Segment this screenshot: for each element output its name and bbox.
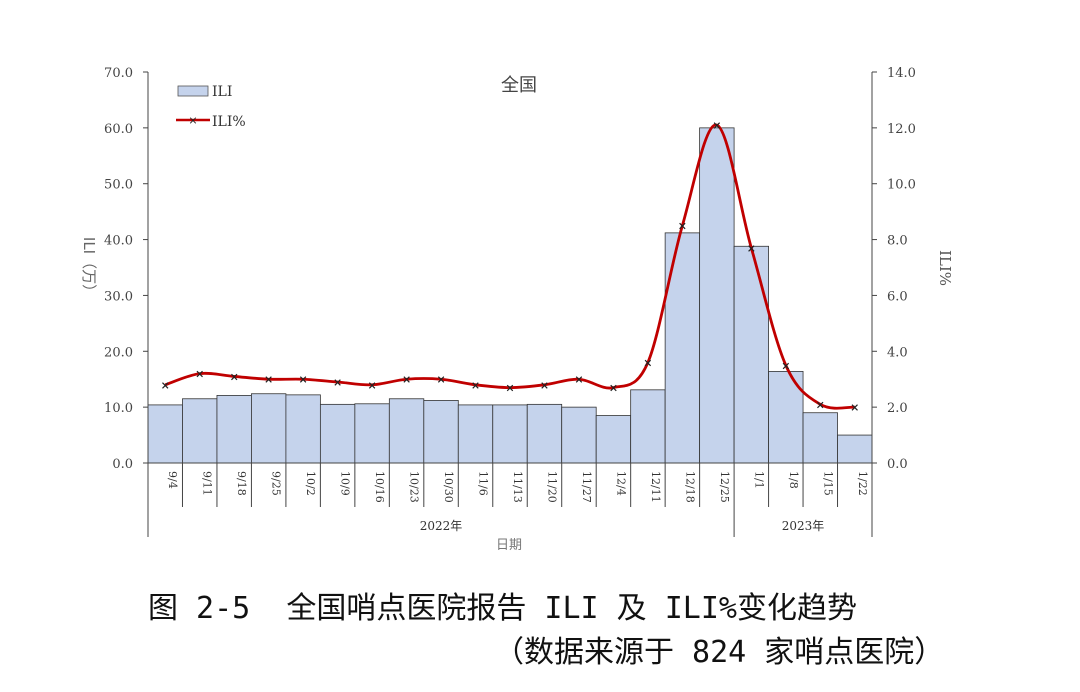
left-tick-label: 40.0: [104, 234, 133, 249]
x-tick-label: 9/4: [166, 471, 179, 489]
left-tick-label: 60.0: [104, 122, 133, 137]
year-label: 2022年: [420, 519, 463, 533]
ili-pct-marker: ×: [505, 382, 514, 395]
right-tick-label: 12.0: [887, 122, 916, 137]
legend-marker-ili-pct: ×: [188, 114, 197, 127]
right-tick-label: 8.0: [887, 234, 908, 249]
bar-ili: [216, 395, 252, 464]
ili-pct-marker: ×: [230, 370, 239, 383]
x-tick-label: 12/25: [718, 471, 731, 503]
ili-pct-marker: ×: [816, 398, 825, 411]
ili-pct-marker: ×: [264, 373, 273, 386]
ili-chart: 全国 ILI（万） ILI% 日期 ILI × ILI% 0.0 10.0 20.0…: [80, 66, 954, 553]
x-tick-label: 12/18: [683, 471, 696, 503]
left-tick-label: 0.0: [112, 457, 133, 472]
x-tick-label: 1/15: [821, 471, 834, 496]
ili-pct-marker: ×: [609, 382, 618, 395]
left-tick-label: 30.0: [104, 289, 133, 304]
left-tick-label: 10.0: [104, 401, 133, 416]
right-tick-label: 6.0: [887, 289, 908, 304]
right-axis-label: ILI%: [936, 250, 954, 286]
bar-ili: [388, 398, 425, 464]
ili-pct-marker: ×: [195, 368, 204, 381]
right-tick-label: 10.0: [887, 178, 916, 193]
ili-pct-marker: ×: [402, 373, 411, 386]
x-tick-label: 10/9: [339, 471, 352, 496]
legend: ILI × ILI%: [176, 84, 246, 130]
x-tick-label: 10/30: [442, 471, 455, 503]
x-tick-label: 11/6: [477, 471, 490, 496]
left-axis-label: ILI（万）: [80, 237, 98, 299]
ili-pct-marker: ×: [333, 376, 342, 389]
legend-label-ili-pct: ILI%: [212, 114, 246, 130]
x-tick-label: 12/4: [614, 471, 627, 496]
ili-pct-marker: ×: [436, 373, 445, 386]
x-tick-label: 11/20: [545, 471, 558, 503]
figure-source-note: （数据来源于 824 家哨点医院）: [494, 635, 945, 670]
x-tick-label: 10/23: [408, 471, 421, 503]
legend-label-ili: ILI: [212, 84, 232, 100]
x-tick-label: 9/11: [201, 471, 214, 496]
x-axis-title: 日期: [496, 538, 522, 553]
chart-title: 全国: [501, 75, 537, 96]
figure-caption: 图 2-5 全国哨点医院报告 ILI 及 ILI%变化趋势: [148, 591, 857, 626]
right-tick-label: 14.0: [887, 66, 916, 81]
bar-ili: [664, 232, 701, 464]
ili-pct-marker: ×: [712, 119, 721, 132]
bar-ili: [561, 406, 597, 464]
ili-pct-marker: ×: [850, 401, 859, 414]
bar-ili: [595, 415, 632, 464]
ili-pct-marker: ×: [678, 220, 687, 233]
legend-swatch-ili: [177, 85, 209, 97]
left-tick-label: 50.0: [104, 178, 133, 193]
bar-ili: [837, 434, 873, 464]
x-tick-label: 1/22: [856, 471, 869, 496]
x-tick-label: 11/27: [580, 471, 593, 503]
bar-ili: [526, 403, 563, 464]
bar-ili: [285, 394, 321, 464]
bar-ili: [457, 404, 494, 464]
x-tick-label: 12/11: [649, 471, 662, 503]
ili-pct-marker: ×: [643, 356, 652, 369]
left-tick-label: 70.0: [104, 66, 133, 81]
ili-pct-marker: ×: [299, 373, 308, 386]
bar-ili: [699, 127, 735, 464]
ili-pct-marker: ×: [747, 242, 756, 255]
bar-ili: [802, 412, 838, 464]
bar-ili: [147, 404, 183, 464]
bar-ili: [182, 398, 218, 464]
ili-pct-marker: ×: [540, 379, 549, 392]
ili-pct-line: [164, 123, 855, 410]
bar-ili: [423, 400, 459, 464]
x-tick-label: 9/25: [270, 471, 283, 496]
plot-area: 0.0 10.0 20.0 30.0 40.0 50.0 60.0 70.0 0.0 2.0 4.0…: [104, 66, 916, 537]
x-tick-label: 9/18: [235, 471, 248, 496]
bar-ili: [319, 403, 356, 464]
x-tick-label: 1/1: [752, 471, 765, 489]
bar-ili: [492, 404, 528, 464]
x-tick-label: 1/8: [787, 471, 800, 489]
ili-pct-marker: ×: [781, 359, 790, 372]
ili-pct-marker: ×: [471, 379, 480, 392]
bar-ili: [354, 403, 390, 464]
year-label: 2023年: [782, 519, 825, 533]
ili-pct-marker: ×: [574, 373, 583, 386]
bar-ili: [733, 245, 769, 464]
left-tick-label: 20.0: [104, 345, 133, 360]
x-tick-label: 10/2: [304, 471, 317, 496]
ili-pct-marker: ×: [161, 379, 170, 392]
bar-ili: [630, 389, 666, 464]
right-tick-label: 2.0: [887, 401, 908, 416]
bar-ili: [251, 393, 287, 464]
right-tick-label: 4.0: [887, 345, 908, 360]
right-tick-label: 0.0: [887, 457, 908, 472]
x-tick-label: 10/16: [373, 471, 386, 503]
x-tick-label: 11/13: [511, 471, 524, 503]
ili-pct-marker: ×: [367, 379, 376, 392]
